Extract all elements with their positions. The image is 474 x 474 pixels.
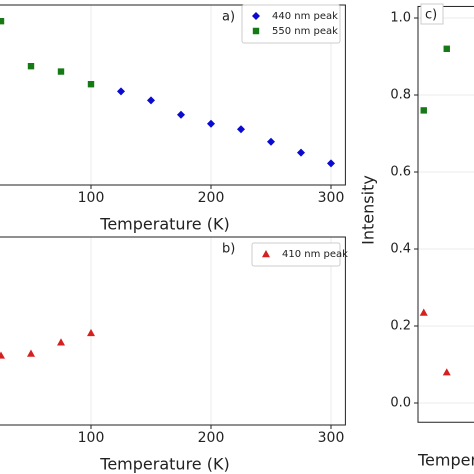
x-tick-label: 100 bbox=[78, 190, 105, 206]
panel-label: a) bbox=[222, 10, 235, 25]
marker bbox=[443, 45, 450, 52]
marker bbox=[0, 18, 5, 25]
x-axis-label: Temperature (K) bbox=[99, 215, 229, 234]
marker bbox=[262, 250, 270, 258]
marker bbox=[207, 119, 215, 128]
marker bbox=[297, 148, 305, 157]
plot-frame bbox=[0, 4, 346, 186]
panel-label-box bbox=[420, 3, 444, 25]
x-tick-label: 100 bbox=[78, 430, 105, 446]
marker bbox=[267, 137, 275, 146]
legend-box bbox=[241, 4, 341, 44]
marker bbox=[252, 27, 260, 35]
marker bbox=[420, 107, 427, 114]
legend-label: 440 nm peak bbox=[272, 11, 338, 22]
marker bbox=[419, 308, 428, 316]
marker bbox=[27, 63, 35, 70]
marker bbox=[87, 328, 95, 337]
marker bbox=[147, 96, 155, 105]
x-tick-label: 200 bbox=[198, 190, 225, 206]
marker bbox=[27, 349, 35, 357]
legend-label: 550 nm peak bbox=[272, 26, 338, 37]
marker bbox=[442, 368, 451, 376]
legend-label: 410 nm peak bbox=[282, 249, 348, 260]
y-tick-label: 0.8 bbox=[390, 88, 411, 103]
y-tick-label: 1.0 bbox=[390, 11, 411, 26]
marker bbox=[57, 338, 65, 346]
marker bbox=[237, 125, 245, 134]
plot-frame bbox=[0, 236, 346, 426]
x-tick-label: 300 bbox=[318, 430, 345, 446]
x-axis-label: Temperature (K) bbox=[99, 455, 229, 474]
x-tick-label: 200 bbox=[198, 430, 225, 446]
panel-label: c) bbox=[425, 8, 437, 23]
x-tick-label: 300 bbox=[318, 190, 345, 206]
legend-box bbox=[251, 242, 341, 267]
marker bbox=[87, 81, 95, 88]
marker bbox=[117, 87, 125, 96]
y-tick-label: 0.0 bbox=[390, 396, 411, 411]
x-axis-label: Temperature (K) bbox=[417, 451, 474, 470]
marker bbox=[252, 12, 260, 20]
plot-frame bbox=[417, 5, 474, 423]
marker bbox=[0, 351, 5, 359]
y-axis-label: Intensity bbox=[359, 175, 378, 245]
marker bbox=[177, 110, 185, 119]
panel-label: b) bbox=[222, 242, 235, 257]
y-tick-label: 0.6 bbox=[390, 165, 411, 180]
marker bbox=[327, 159, 335, 168]
marker bbox=[57, 68, 65, 75]
y-tick-label: 0.2 bbox=[390, 319, 411, 334]
y-tick-label: 0.4 bbox=[390, 242, 411, 257]
